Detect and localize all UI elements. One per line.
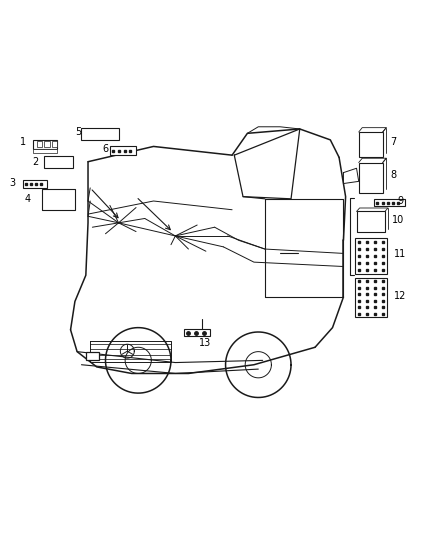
Bar [110, 147, 136, 155]
Bar [357, 212, 385, 232]
Bar [355, 238, 387, 274]
Text: 3: 3 [10, 177, 16, 188]
Bar [81, 128, 119, 140]
Bar [44, 141, 49, 147]
Text: 2: 2 [32, 157, 39, 167]
Bar [355, 278, 387, 317]
Bar [42, 189, 75, 210]
Text: 1: 1 [20, 137, 26, 147]
Text: 5: 5 [75, 127, 81, 137]
Text: 7: 7 [391, 137, 397, 147]
Text: 10: 10 [392, 215, 405, 225]
Bar [52, 141, 57, 147]
Bar [86, 352, 99, 360]
Bar [33, 149, 57, 153]
Bar [44, 156, 73, 168]
Bar [184, 329, 210, 336]
Bar [359, 163, 383, 193]
Text: 13: 13 [199, 338, 212, 348]
Bar [374, 199, 405, 206]
Text: 11: 11 [394, 249, 406, 259]
Text: 4: 4 [25, 194, 31, 204]
Bar [37, 141, 42, 147]
Bar [33, 140, 57, 149]
Bar [359, 132, 383, 157]
Text: 9: 9 [397, 196, 403, 206]
Text: 12: 12 [394, 291, 406, 301]
Text: 6: 6 [102, 144, 108, 155]
Bar [22, 180, 46, 188]
Text: 8: 8 [391, 170, 397, 180]
